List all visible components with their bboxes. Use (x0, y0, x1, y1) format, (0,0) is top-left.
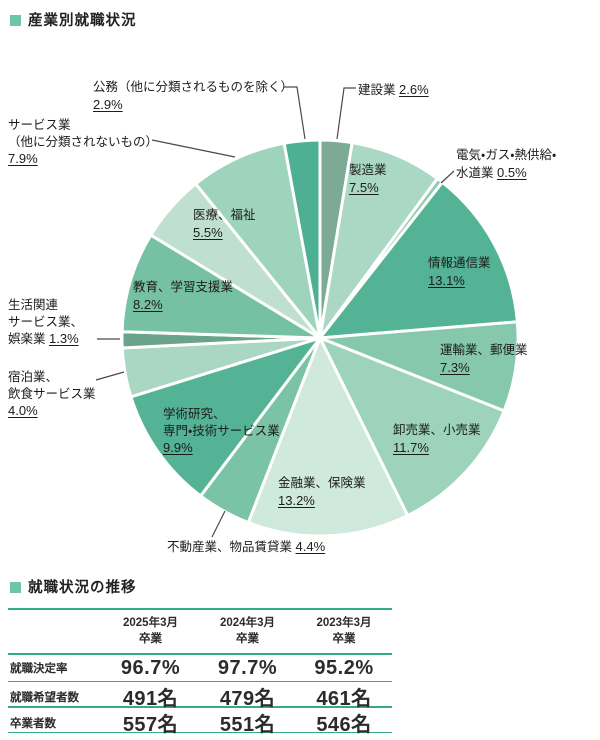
pie-label-pct: 2.9% (93, 96, 123, 112)
section-bullet-icon (10, 14, 21, 26)
pie-label-pct: 7.5% (349, 179, 379, 195)
pie-label-11: 教育、学習支援業 8.2% (133, 279, 233, 313)
col-header-line: 卒業 (332, 633, 356, 646)
pie-label-line: 飲食サービス業 (8, 386, 96, 401)
pie-label-line: 不動産業、物品賃貸業 4.4% (167, 539, 326, 554)
pie-label-pct: 9.9% (163, 440, 193, 455)
pie-label-line: 教育、学習支援業 (133, 280, 234, 294)
pie-label-line: 運輸業、郵便業 (440, 343, 528, 357)
pie-label-line: 生活関連 (8, 298, 59, 312)
pie-label-pct: 13.2% (278, 492, 315, 508)
pie-label-line: 9.9% (163, 439, 280, 457)
pie-label-line: 13.1% (428, 272, 491, 290)
trend-row-label: 就職希望者数 (10, 691, 79, 704)
col-header-line: 2023年3月 (316, 617, 372, 629)
pie-label-line: サービス業、 (8, 314, 84, 329)
pie-label-line: 学術研究、 (163, 407, 226, 421)
col-header-line: 卒業 (236, 633, 259, 646)
trend-table-col-header-1: 2024年3月 卒業 (199, 615, 296, 647)
pie-label-line: 7.9% (8, 150, 158, 168)
trend-table-col-header-2: 2023年3月 卒業 (296, 615, 392, 647)
trend-table-row-2: 卒業者数 557名 551名 546名 (8, 708, 392, 736)
pie-label-12: 医療、福祉 5.5% (193, 207, 256, 241)
trend-row-value: 461名 (316, 688, 372, 711)
pie-label-14: 公務（他に分類されるものを除く） 2.9% (93, 79, 293, 113)
pie-label-pct: 8.2% (133, 296, 163, 312)
pie-label-5: 卸売業、小売業 11.7% (393, 422, 481, 456)
pie-label-pct: 4.0% (8, 403, 38, 418)
trend-row-value: 546名 (316, 714, 372, 737)
pie-label-pct: 1.3% (49, 331, 79, 346)
trend-row-value: 557名 (122, 714, 179, 737)
trend-row-value: 479名 (219, 688, 276, 711)
pie-label-8: 学術研究、専門・技術サービス業 9.9% (163, 406, 280, 457)
pie-label-2: 電気・ガス・熱供給・ 水道業 0.5% (456, 147, 556, 181)
section-bullet-icon (10, 581, 21, 593)
pie-label-7: 不動産業、物品賃貸業 4.4% (167, 538, 325, 556)
section-title-industry: 産業別就職状況 (10, 9, 137, 30)
trend-table-col-header-0: 2025年3月 卒業 (102, 615, 199, 647)
pie-label-line: 金融業、保険業 (278, 476, 366, 490)
pie-label-line: 医療、福祉 (193, 208, 256, 222)
col-header-line: 卒業 (139, 633, 162, 646)
pie-label-line: 7.3% (440, 359, 528, 377)
pie-label-line: （他に分類されないもの） (8, 134, 159, 149)
pie-label-line: 11.7% (393, 439, 481, 457)
pie-label-line: 公務（他に分類されるものを除く） (93, 80, 294, 94)
pie-label-pct: 7.3% (440, 359, 470, 375)
pie-label-pct: 13.1% (428, 272, 465, 288)
pie-label-line: 娯楽業 1.3% (8, 331, 79, 346)
trend-table-row-1: 就職希望者数 491名 479名 461名 (8, 682, 392, 711)
pie-label-line: 水道業 0.5% (456, 164, 527, 180)
trend-table-header-row: 2025年3月 卒業 2024年3月 卒業 2023年3月 卒業 (8, 608, 392, 656)
pie-label-pct: 7.9% (8, 151, 38, 166)
col-header-line: 2024年3月 (220, 617, 275, 629)
pie-label-line: 電気・ガス・熱供給・ (456, 148, 557, 162)
trend-row-value: 96.7% (120, 656, 181, 679)
trend-table-row-0: 就職決定率 96.7% 97.7% 95.2% (8, 655, 392, 683)
pie-label-10: 生活関連サービス業、 娯楽業 1.3% (8, 297, 83, 348)
col-header-line: 2025年3月 (123, 617, 178, 629)
trend-row-value: 97.7% (217, 656, 278, 679)
pie-label-line: 8.2% (133, 296, 233, 314)
pie-label-line: 2.9% (93, 96, 293, 114)
pie-label-1: 製造業 7.5% (349, 162, 387, 196)
pie-label-0: 建設業 2.6% (358, 81, 429, 99)
pie-label-6: 金融業、保険業 13.2% (278, 475, 366, 509)
pie-label-line: 建設業 2.6% (358, 82, 429, 97)
trend-row-value: 491名 (122, 688, 179, 711)
pie-label-line: 専門・技術サービス業 (163, 423, 280, 438)
trend-row-value: 551名 (219, 714, 276, 737)
pie-label-line: 卸売業、小売業 (393, 423, 481, 437)
pie-label-pct: 2.6% (399, 82, 429, 97)
trend-table-corner (8, 615, 102, 647)
trend-row-label: 就職決定率 (10, 663, 68, 676)
pie-label-3: 情報通信業 13.1% (428, 255, 491, 289)
pie-label-pct: 5.5% (193, 224, 223, 240)
pie-label-line: 製造業 (349, 163, 387, 177)
pie-label-line: 4.0% (8, 402, 96, 420)
trend-table: 2025年3月 卒業 2024年3月 卒業 2023年3月 卒業 就職決定率 96.7% 97.… (8, 608, 392, 736)
pie-label-line: 宿泊業、 (8, 370, 59, 384)
pie-label-line: 情報通信業 (428, 256, 491, 270)
section-title-trend: 就職状況の推移 (10, 576, 137, 597)
pie-label-4: 運輸業、郵便業 7.3% (440, 342, 528, 376)
pie-label-line: 5.5% (193, 224, 256, 242)
pie-label-pct: 0.5% (497, 164, 527, 180)
section-title-text: 産業別就職状況 (28, 13, 137, 29)
pie-label-line: サービス業 (8, 118, 71, 132)
section-title-text: 就職状況の推移 (28, 580, 137, 596)
pie-label-line: 7.5% (349, 179, 387, 197)
trend-row-label: 卒業者数 (10, 717, 56, 730)
pie-label-9: 宿泊業、飲食サービス業 4.0% (8, 369, 96, 420)
pie-label-13: サービス業 （他に分類されないもの） 7.9% (8, 117, 158, 168)
pie-label-pct: 4.4% (295, 539, 326, 554)
pie-label-pct: 11.7% (393, 439, 429, 455)
pie-label-line: 13.2% (278, 492, 366, 510)
trend-row-value: 95.2% (314, 656, 374, 679)
